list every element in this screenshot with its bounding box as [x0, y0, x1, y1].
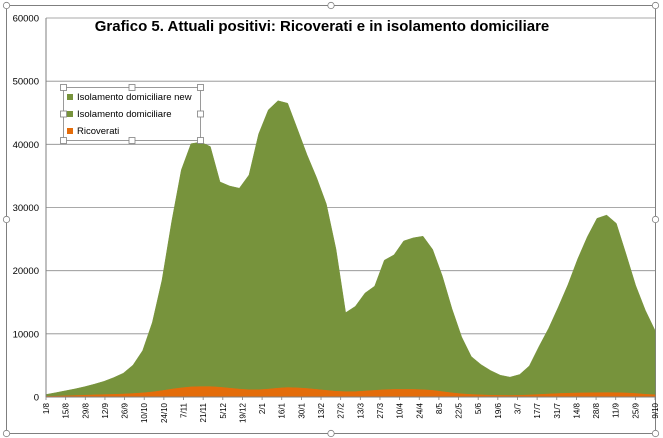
x-tick-label-22: 5/6 [474, 402, 483, 414]
legend-label-isolamento-new: Isolamento domiciliare new [77, 92, 192, 103]
legend-swatch-ricoverati [67, 128, 73, 134]
x-tick-label-8: 21/11 [199, 402, 208, 422]
y-tick-label-2: 20000 [13, 266, 39, 277]
chart-resize-handle-tl[interactable] [2, 1, 11, 10]
legend-resize-handle-br[interactable] [197, 137, 204, 144]
x-tick-label-19: 24/4 [415, 402, 424, 418]
legend-selection-handles[interactable] [60, 84, 204, 144]
x-tick-label-17: 27/3 [376, 402, 385, 418]
y-tick-label-0: 0 [34, 393, 39, 404]
x-tick-label-23: 19/6 [494, 402, 503, 418]
x-tick-label-0: 1/8 [42, 402, 51, 414]
axes [45, 18, 655, 398]
y-axis-ticks: 0 10000 20000 30000 40000 50000 60000 [13, 14, 39, 404]
legend-resize-handle-bl[interactable] [60, 137, 67, 144]
legend-resize-handle-tr[interactable] [197, 84, 204, 91]
x-tick-label-15: 27/2 [337, 402, 346, 418]
chart-resize-handle-bm[interactable] [327, 429, 335, 438]
x-tick-label-28: 28/8 [592, 402, 601, 418]
chart-resize-handle-br[interactable] [651, 429, 660, 438]
legend-swatch-isolamento [67, 111, 73, 117]
x-tick-label-16: 13/3 [356, 402, 365, 418]
legend-box[interactable] [63, 87, 201, 141]
chart-resize-handle-bl[interactable] [2, 429, 11, 438]
legend-resize-handle-mr[interactable] [197, 110, 204, 118]
x-tick-label-6: 24/10 [160, 402, 169, 423]
y-tick-label-1: 10000 [13, 329, 39, 340]
y-tick-label-6: 60000 [13, 14, 39, 25]
x-tick-label-13: 30/1 [297, 402, 306, 418]
x-tick-label-4: 26/9 [121, 402, 130, 418]
legend-swatch-isolamento-new [67, 94, 73, 100]
x-tick-label-24: 3/7 [513, 402, 522, 414]
x-tick-label-27: 14/8 [572, 402, 581, 418]
chart-resize-handle-mr[interactable] [651, 215, 660, 224]
legend-resize-handle-tm[interactable] [128, 84, 136, 91]
x-tick-label-10: 19/12 [238, 402, 247, 423]
x-tick-label-5: 10/10 [140, 402, 149, 423]
x-tick-label-20: 8/5 [435, 402, 444, 414]
x-tick-label-21: 22/5 [455, 402, 464, 418]
x-tick-label-30: 25/9 [631, 402, 640, 418]
x-tick-label-12: 16/1 [278, 402, 287, 418]
y-tick-label-4: 40000 [13, 140, 39, 151]
legend-resize-handle-ml[interactable] [60, 110, 67, 118]
legend[interactable]: Isolamento domiciliare new Isolamento do… [60, 84, 204, 144]
legend-label-ricoverati: Ricoverati [77, 126, 119, 137]
x-tick-label-25: 17/7 [533, 402, 542, 418]
x-tick-label-29: 11/9 [612, 402, 621, 418]
legend-resize-handle-bm[interactable] [128, 137, 136, 144]
legend-resize-handle-tl[interactable] [60, 84, 67, 91]
x-tick-label-11: 2/1 [258, 402, 267, 414]
x-tick-label-2: 29/8 [81, 402, 90, 418]
chart-title: Grafico 5. Attuali positivi: Ricoverati … [95, 18, 550, 35]
chart-resize-handle-tm[interactable] [327, 1, 335, 10]
x-tick-label-7: 7/11 [180, 402, 189, 418]
legend-label-isolamento: Isolamento domiciliare [77, 109, 172, 120]
x-tick-label-26: 31/7 [553, 402, 562, 418]
x-tick-label-14: 13/2 [317, 402, 326, 418]
chart-resize-handle-ml[interactable] [2, 215, 11, 224]
chart-resize-handle-tr[interactable] [651, 1, 660, 10]
x-tick-label-3: 12/9 [101, 402, 110, 418]
x-tick-label-18: 10/4 [396, 402, 405, 418]
y-tick-label-5: 50000 [13, 77, 39, 88]
x-tick-label-9: 5/12 [219, 402, 228, 418]
x-tick-label-31: 9/10 [651, 402, 660, 418]
y-tick-label-3: 30000 [13, 203, 39, 214]
x-tick-label-1: 15/8 [62, 402, 71, 418]
x-axis-ticks: 1/8 15/8 29/8 12/9 26/9 10/10 24/10 7/11 21/11 5/… [42, 397, 660, 423]
